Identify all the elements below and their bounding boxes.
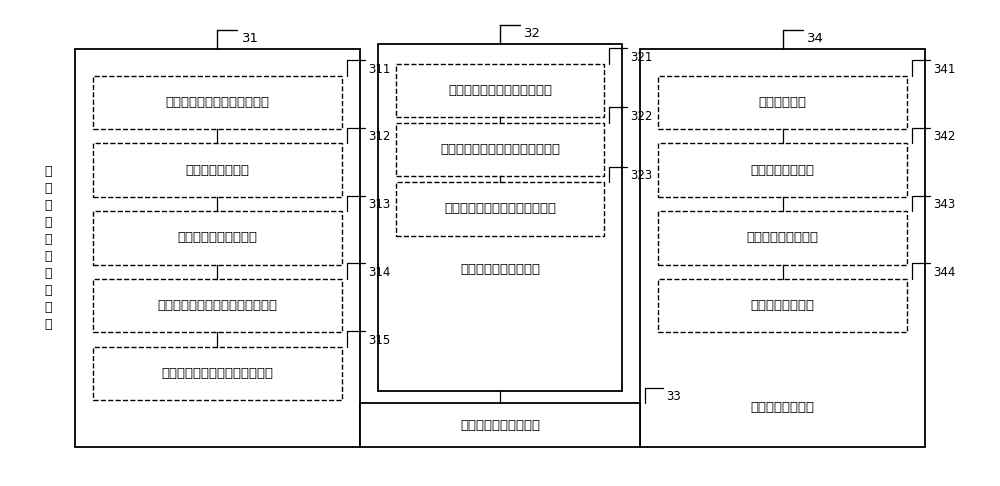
Text: 313: 313 [368,198,390,211]
Bar [93,347,342,400]
Text: 综合效应指数确定单元: 综合效应指数确定单元 [460,419,540,432]
Text: 自助柜员机广告效应指数确定模块: 自助柜员机广告效应指数确定模块 [157,299,278,312]
Text: 自助柜员机业务效应指数确定模块: 自助柜员机业务效应指数确定模块 [440,143,560,156]
Bar [658,211,907,264]
Text: 323: 323 [630,169,652,182]
Text: 314: 314 [368,266,390,279]
Text: 31: 31 [241,32,258,45]
Bar [396,123,604,176]
Text: 投放地点确定单元: 投放地点确定单元 [750,401,814,414]
Text: 343: 343 [933,198,955,211]
Text: 341: 341 [933,63,955,75]
Text: 344: 344 [933,266,955,279]
Bar [640,49,925,447]
Bar [360,403,640,447]
Text: 数值规划处理模块: 数值规划处理模块 [750,164,814,176]
Text: 312: 312 [368,130,390,143]
Bar [396,182,604,236]
Bar [658,143,907,197]
Text: 34: 34 [806,32,823,45]
Bar [658,279,907,332]
Text: 33: 33 [666,390,681,403]
Bar [75,49,360,447]
Text: 指数序列化处理模块: 指数序列化处理模块 [746,231,818,244]
Text: 广
告
效
应
指
数
确
定
单
元: 广 告 效 应 指 数 确 定 单 元 [44,165,52,331]
Text: 322: 322 [630,110,652,123]
Bar [93,279,342,332]
Text: 自助柜员机监控图像采集模块: 自助柜员机监控图像采集模块 [165,96,270,109]
Bar [93,76,342,129]
Bar [378,44,622,391]
Bar [93,211,342,264]
Text: 广告活跃次数统计模块: 广告活跃次数统计模块 [177,231,258,244]
Bar [396,64,604,118]
Text: 321: 321 [630,51,652,64]
Text: 数据筛选模块: 数据筛选模块 [759,96,806,109]
Text: 32: 32 [524,27,541,40]
Text: 311: 311 [368,63,390,75]
Text: 投放区域广告效应指数确定模块: 投放区域广告效应指数确定模块 [161,367,274,380]
Bar [93,143,342,197]
Text: 投放区域业务效应指数确定模块: 投放区域业务效应指数确定模块 [444,202,556,215]
Text: 投放地点确定模块: 投放地点确定模块 [750,299,814,312]
Text: 业务效应指数确定单元: 业务效应指数确定单元 [460,263,540,276]
Text: 342: 342 [933,130,955,143]
Text: 315: 315 [368,333,390,347]
Text: 自助柜员机业务数据获取模块: 自助柜员机业务数据获取模块 [448,84,552,97]
Bar [658,76,907,129]
Text: 监控图像处理模块: 监控图像处理模块 [185,164,249,176]
